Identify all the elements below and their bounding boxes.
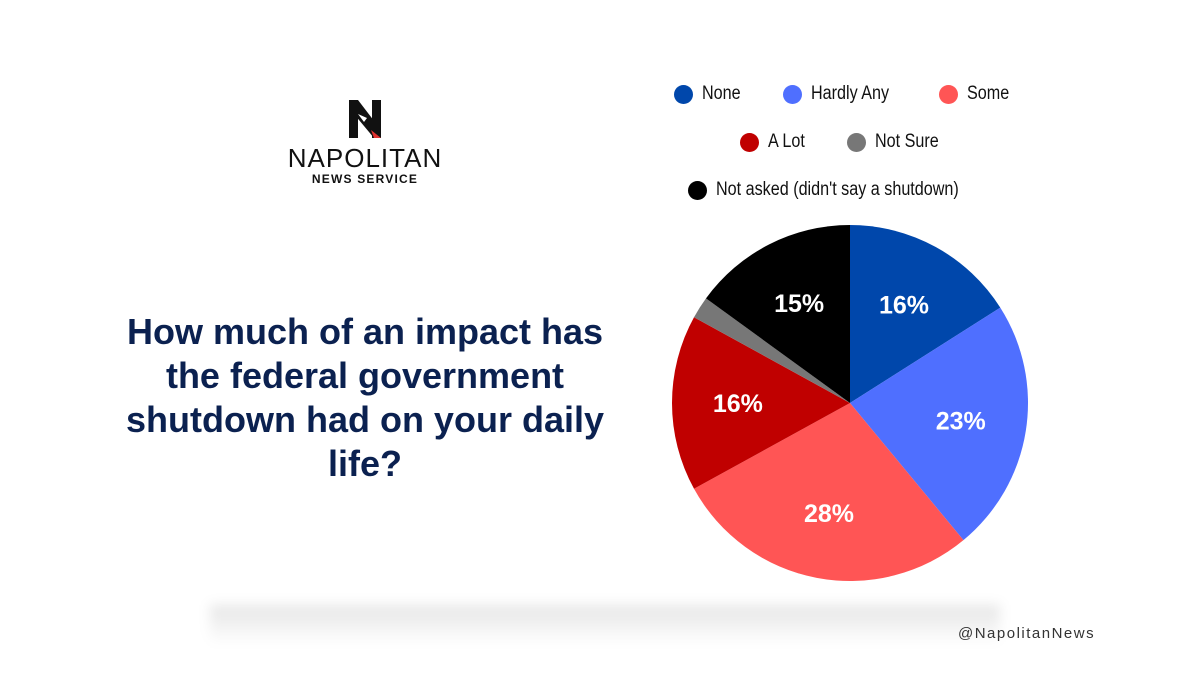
pie-label-5: 15% (774, 290, 824, 318)
pie-chart: 16% 23% 28% 16% 15% (672, 225, 1028, 581)
pie-label-0: 16% (879, 292, 929, 320)
legend-swatch-a-lot (739, 132, 759, 152)
pie-slice-some (694, 403, 964, 581)
legend-item-hardly-any: Hardly Any (782, 83, 903, 105)
card-shadow (210, 605, 1000, 645)
logo-name: NAPOLITAN (287, 143, 443, 173)
pie-slice-not-sure (694, 298, 850, 403)
legend-label-none: None (701, 83, 741, 104)
legend-item-not-sure: Not Sure (847, 131, 950, 153)
legend-swatch-hardly-any (782, 84, 802, 104)
legend-label-hardly-any: Hardly Any (810, 83, 890, 104)
legend-swatch-not-asked (688, 180, 708, 200)
pie-label-3: 16% (713, 390, 763, 418)
legend-row-2: A Lot Not Sure (640, 118, 1050, 166)
pie-slice-hardly-any (850, 307, 1028, 541)
chart-question: How much of an impact has the federal go… (125, 311, 604, 484)
napolitan-logo: NAPOLITAN NEWS SERVICE (285, 98, 445, 198)
pie-slice-not-asked-didn-t-say-a-shutdown (705, 225, 850, 403)
legend-item-none: None (673, 83, 747, 105)
pie-label-2: 28% (804, 500, 854, 528)
legend-row-1: None Hardly Any Some (640, 70, 1050, 118)
legend-label-a-lot: A Lot (767, 131, 805, 152)
pie-slice-none (850, 225, 1001, 403)
napolitan-n-logo-icon (349, 100, 381, 138)
legend-item-some: Some (938, 83, 1017, 105)
legend-item-not-asked: Not asked (didn't say a shutdown) (688, 179, 1002, 201)
legend-label-some: Some (966, 83, 1010, 104)
legend-swatch-not-sure (847, 132, 867, 152)
chart-legend: None Hardly Any Some A Lot Not Sure Not … (640, 70, 1050, 214)
legend-swatch-some (938, 84, 958, 104)
legend-swatch-none (673, 84, 693, 104)
pie-slice-a-lot (672, 317, 850, 489)
pie-label-1: 23% (936, 408, 986, 436)
legend-label-not-sure: Not Sure (875, 131, 939, 152)
social-handle: @NapolitanNews (958, 625, 1096, 642)
logo-subtitle: NEWS SERVICE (311, 172, 419, 186)
legend-label-not-asked: Not asked (didn't say a shutdown) (716, 179, 959, 200)
legend-row-3: Not asked (didn't say a shutdown) (640, 166, 1050, 214)
legend-item-a-lot: A Lot (739, 131, 811, 153)
